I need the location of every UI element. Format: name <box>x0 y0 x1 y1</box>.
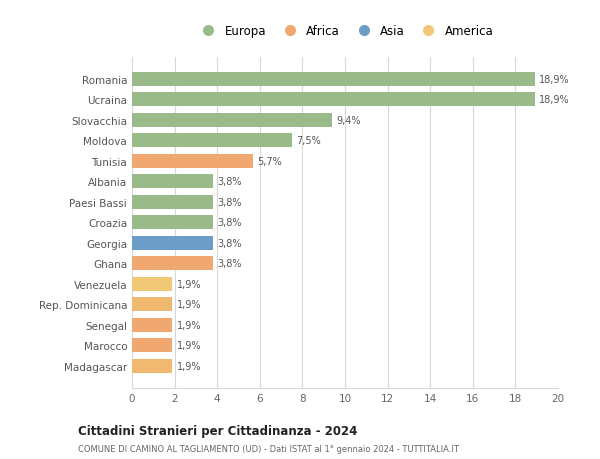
Text: 1,9%: 1,9% <box>177 320 201 330</box>
Bar <box>132 338 172 353</box>
Text: 18,9%: 18,9% <box>539 74 569 84</box>
Text: 1,9%: 1,9% <box>177 279 201 289</box>
Bar <box>132 93 535 107</box>
Bar <box>132 277 172 291</box>
Text: 5,7%: 5,7% <box>257 156 283 166</box>
Bar <box>132 154 253 168</box>
Text: 3,8%: 3,8% <box>217 197 242 207</box>
Bar <box>132 113 332 127</box>
Text: 18,9%: 18,9% <box>539 95 569 105</box>
Text: 3,8%: 3,8% <box>217 258 242 269</box>
Text: 9,4%: 9,4% <box>337 115 361 125</box>
Text: 1,9%: 1,9% <box>177 361 201 371</box>
Bar <box>132 216 213 230</box>
Bar <box>132 73 535 86</box>
Bar <box>132 318 172 332</box>
Text: COMUNE DI CAMINO AL TAGLIAMENTO (UD) - Dati ISTAT al 1° gennaio 2024 - TUTTITALI: COMUNE DI CAMINO AL TAGLIAMENTO (UD) - D… <box>78 444 459 453</box>
Bar <box>132 195 213 209</box>
Text: 1,9%: 1,9% <box>177 341 201 350</box>
Bar <box>132 257 213 270</box>
Text: 7,5%: 7,5% <box>296 136 321 146</box>
Text: Cittadini Stranieri per Cittadinanza - 2024: Cittadini Stranieri per Cittadinanza - 2… <box>78 425 358 437</box>
Bar <box>132 359 172 373</box>
Bar <box>132 297 172 312</box>
Text: 1,9%: 1,9% <box>177 299 201 309</box>
Text: 3,8%: 3,8% <box>217 218 242 228</box>
Bar <box>132 134 292 148</box>
Legend: Europa, Africa, Asia, America: Europa, Africa, Asia, America <box>196 25 494 38</box>
Text: 3,8%: 3,8% <box>217 177 242 187</box>
Text: 3,8%: 3,8% <box>217 238 242 248</box>
Bar <box>132 236 213 250</box>
Bar <box>132 175 213 189</box>
